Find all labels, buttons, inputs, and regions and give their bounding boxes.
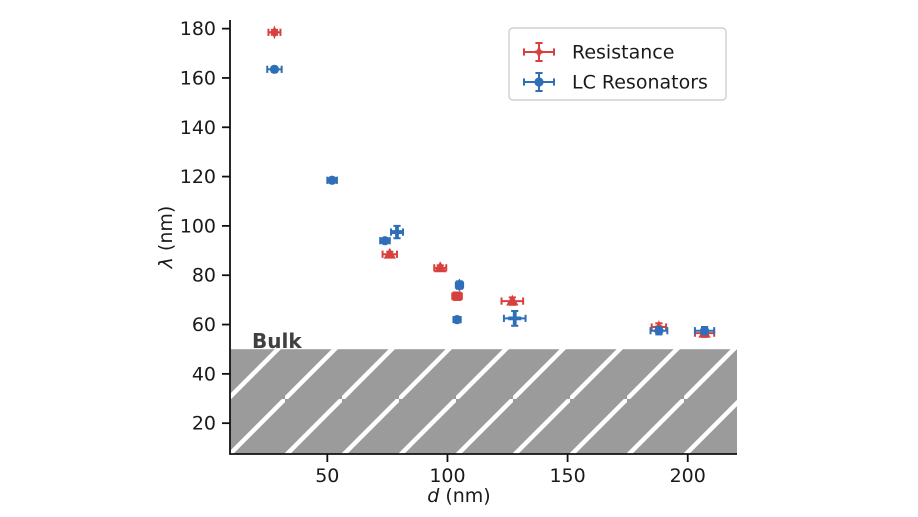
x-axis-variable: d [427,485,440,507]
data-point-lc-resonators [389,224,405,240]
x-tick-label: 150 [549,465,585,487]
legend: Resistance LC Resonators [508,27,727,101]
data-point-resistance [451,291,463,301]
y-tick-label: 40 [192,363,216,385]
y-tick-label: 20 [192,413,216,435]
plot-area: 50 100 150 200 20 40 60 80 100 120 140 160 180 [180,18,737,487]
data-point-lc-resonators [649,326,669,336]
legend-label-lc-resonators: LC Resonators [572,72,708,94]
x-tick-label: 100 [429,465,465,487]
y-axis-label: λ (nm) [155,206,177,270]
data-point-lc-resonators [326,175,338,185]
bulk-label: Bulk [252,329,302,353]
data-point-lc-resonators [379,236,391,246]
data-point-lc-resonators [266,64,283,74]
y-tick-label: 140 [180,117,216,139]
data-point-lc-resonators [454,278,465,292]
x-tick-label: 50 [315,465,339,487]
data-point-resistance [381,247,398,259]
legend-marker-resistance [523,42,555,62]
x-tick-label: 200 [670,465,706,487]
y-tick-label: 80 [192,265,216,287]
y-tick-label: 100 [180,215,216,237]
legend-marker-lc-resonators [523,72,555,92]
data-point-lc-resonators [502,309,527,327]
bulk-region [230,349,737,454]
legend-box [508,27,727,101]
y-axis-unit: (nm) [155,206,177,251]
data-point-resistance [267,25,282,40]
data-point-resistance [433,261,448,273]
y-tick-label: 180 [180,18,216,40]
data-point-lc-resonators [452,315,462,325]
x-axis-unit: (nm) [445,485,490,507]
y-axis-variable: λ [155,257,177,269]
y-tick-label: 60 [192,314,216,336]
x-axis-label: d (nm) [427,485,490,507]
data-point-resistance [500,294,525,306]
legend-label-resistance: Resistance [572,42,674,64]
y-tick-label: 160 [180,67,216,89]
data-point-lc-resonators [693,326,716,336]
y-tick-label: 120 [180,166,216,188]
